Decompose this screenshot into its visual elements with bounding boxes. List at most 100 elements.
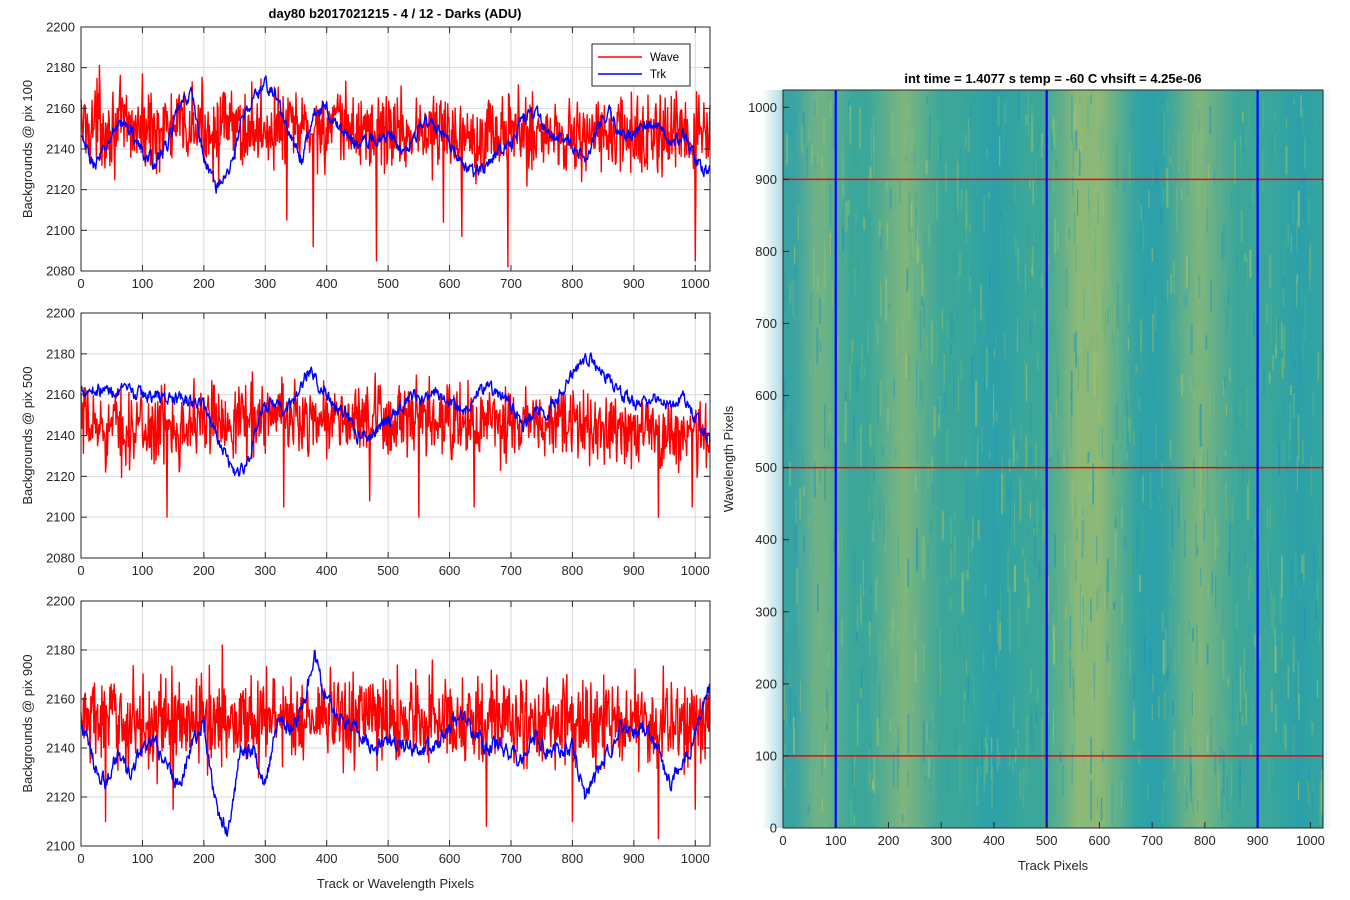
heatmap-streak [1009, 615, 1011, 654]
heatmap-streak [1223, 455, 1225, 487]
heatmap-streak [1138, 202, 1141, 211]
heatmap-streak [950, 549, 953, 579]
heatmap-streak [1214, 694, 1216, 706]
heatmap-streak [1106, 257, 1108, 281]
heatmap-streak [1053, 709, 1054, 736]
plot-area: 0 100 200 300 400 500 600 700 800 900 100020802100… [20, 20, 1332, 891]
heatmap-streak [1086, 649, 1088, 689]
heatmap-streak [854, 764, 856, 807]
heatmap-streak [880, 744, 882, 761]
heatmap-streak [854, 754, 856, 787]
heatmap-streak [919, 125, 922, 157]
heatmap-streak [926, 97, 929, 104]
heatmap-streak [1028, 690, 1030, 729]
heatmap-streak [904, 431, 907, 439]
heatmap-streak [1007, 488, 1009, 501]
heatmap-streak [1165, 713, 1168, 746]
heatmap-streak [1251, 293, 1254, 317]
heatmap-streak [980, 284, 982, 321]
heatmap-streak [1216, 534, 1219, 546]
heatmap-streak [1083, 443, 1086, 485]
heatmap-streak [963, 569, 966, 580]
heatmap-streak [1144, 276, 1147, 298]
heatmap-streak [797, 202, 799, 239]
heatmap-streak [1296, 456, 1298, 492]
heatmap-streak [1190, 552, 1193, 570]
heatmap-streak [1009, 481, 1012, 527]
heatmap-streak [1083, 563, 1086, 602]
heatmap-streak [868, 621, 871, 636]
heatmap-streak [1053, 159, 1055, 193]
heatmap-streak [1091, 684, 1094, 711]
heatmap-streak [1271, 779, 1273, 795]
heatmap-streak [1020, 572, 1023, 602]
heatmap-streak [1167, 125, 1169, 167]
heatmap-streak [966, 773, 968, 781]
heatmap-streak [901, 598, 903, 608]
x-tick-label: 800 [562, 851, 584, 866]
heatmap-streak [1079, 96, 1081, 103]
heatmap-streak [1051, 611, 1054, 642]
heatmap-streak [986, 724, 988, 771]
heatmap-streak [817, 162, 819, 188]
heatmap-streak [1241, 715, 1244, 726]
heatmap-streak [1095, 676, 1097, 701]
heatmap-streak [786, 703, 787, 724]
heatmap-streak [856, 432, 858, 474]
heatmap-streak [984, 420, 987, 460]
heatmap-streak [854, 267, 856, 297]
heatmap-streak [1251, 322, 1253, 364]
heatmap-streak [1127, 303, 1130, 323]
heatmap-streak [1127, 390, 1130, 436]
heatmap-streak [926, 336, 928, 362]
heatmap-streak [789, 699, 792, 717]
heatmap-streak [870, 585, 872, 595]
heatmap-streak [1254, 527, 1257, 540]
heatmap-streak [1158, 696, 1160, 719]
heatmap-streak [837, 531, 840, 567]
heatmap-streak [916, 225, 918, 265]
heatmap-streak [950, 310, 953, 342]
heatmap-streak [860, 598, 862, 626]
heatmap-streak [1244, 645, 1247, 678]
heatmap-streak [1114, 259, 1117, 267]
heatmap-streak [1181, 188, 1183, 200]
heatmap-streak [1309, 701, 1312, 726]
x-tick-label: 200 [193, 276, 215, 291]
heatmap-streak [1064, 767, 1067, 810]
heatmap-streak [1015, 235, 1017, 257]
heatmap-streak [971, 356, 973, 394]
heatmap-streak [1262, 367, 1265, 395]
heatmap-streak [891, 113, 894, 158]
heatmap-streak [889, 476, 891, 508]
heatmap-streak [888, 303, 890, 310]
heatmap-streak [1206, 477, 1209, 515]
heatmap-streak [797, 182, 800, 218]
heatmap-streak [954, 512, 956, 523]
heatmap-streak [1179, 327, 1182, 335]
heatmap-streak [1222, 606, 1224, 642]
heatmap-streak [1246, 562, 1248, 570]
heatmap-streak [895, 445, 897, 460]
heatmap-streak [1025, 715, 1029, 759]
heatmap-streak [1036, 687, 1039, 703]
heatmap-streak [1080, 144, 1082, 153]
heatmap-streak [1012, 697, 1015, 729]
heatmap-streak [1243, 672, 1245, 700]
x-tick-label: 500 [1036, 833, 1058, 848]
heatmap-streak [1278, 366, 1281, 379]
heatmap-streak [967, 674, 970, 703]
heatmap-streak [1191, 690, 1193, 716]
heatmap-streak [1049, 432, 1051, 463]
heatmap-streak [1013, 749, 1016, 757]
heatmap-streak [871, 780, 874, 790]
heatmap-streak [1086, 350, 1089, 391]
heatmap-streak [1035, 156, 1037, 200]
heatmap-streak [1014, 334, 1015, 370]
x-tick-label: 100 [132, 563, 154, 578]
heatmap-streak [907, 102, 910, 123]
heatmap-streak [1192, 374, 1195, 390]
heatmap-streak [1288, 423, 1291, 462]
heatmap-streak [1143, 223, 1145, 252]
